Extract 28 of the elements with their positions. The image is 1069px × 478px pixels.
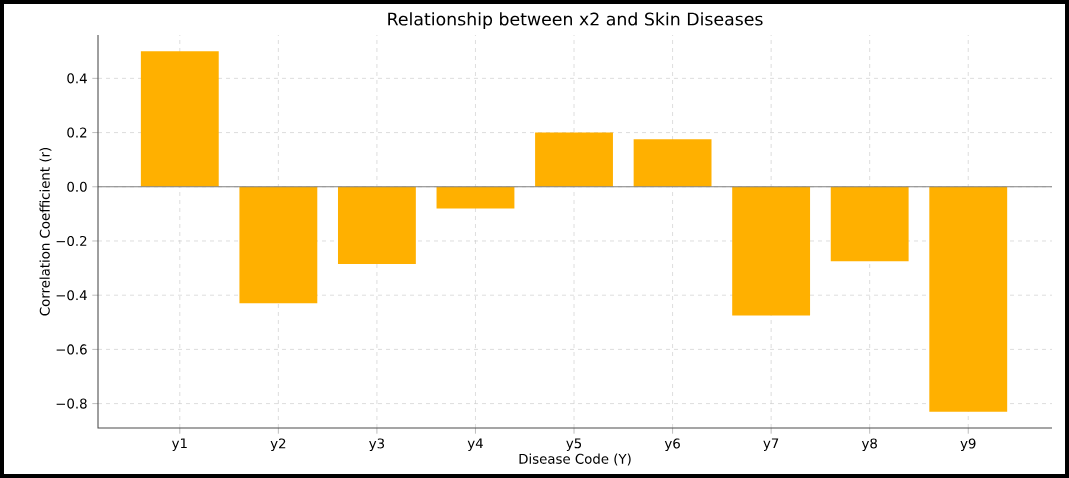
x-tick-label: y9 <box>960 438 976 452</box>
bar <box>633 139 712 187</box>
x-axis-title: Disease Code (Y) <box>519 453 631 466</box>
bar <box>239 186 318 304</box>
y-tick-label: −0.8 <box>56 398 87 409</box>
x-tick-label: y6 <box>664 438 680 452</box>
x-tick-label: y3 <box>369 438 385 452</box>
y-tick-label: −0.2 <box>56 235 87 247</box>
bar <box>140 51 219 187</box>
x-tick-label: y1 <box>172 438 187 451</box>
y-axis-title: Correlation Coefficient (r) <box>39 147 52 316</box>
bar <box>732 186 811 316</box>
y-tick-label: 0.2 <box>67 127 87 138</box>
x-tick-label: y7 <box>763 438 779 451</box>
y-tick-label: 0.0 <box>67 181 87 192</box>
bar <box>436 186 515 209</box>
bar <box>337 186 416 265</box>
bar <box>535 132 613 187</box>
y-tick-label: −0.6 <box>56 344 87 355</box>
x-tick-label: y5 <box>566 438 582 451</box>
y-tick-label: 0.4 <box>67 73 87 84</box>
y-tick-label: −0.4 <box>56 290 87 301</box>
x-tick-label: y4 <box>467 438 483 451</box>
bar <box>929 186 1008 412</box>
chart-title: Relationship between x2 and Skin Diseases <box>388 12 763 29</box>
x-tick-label: y2 <box>270 438 286 452</box>
bar <box>830 186 909 262</box>
x-tick-label: y8 <box>861 438 877 452</box>
